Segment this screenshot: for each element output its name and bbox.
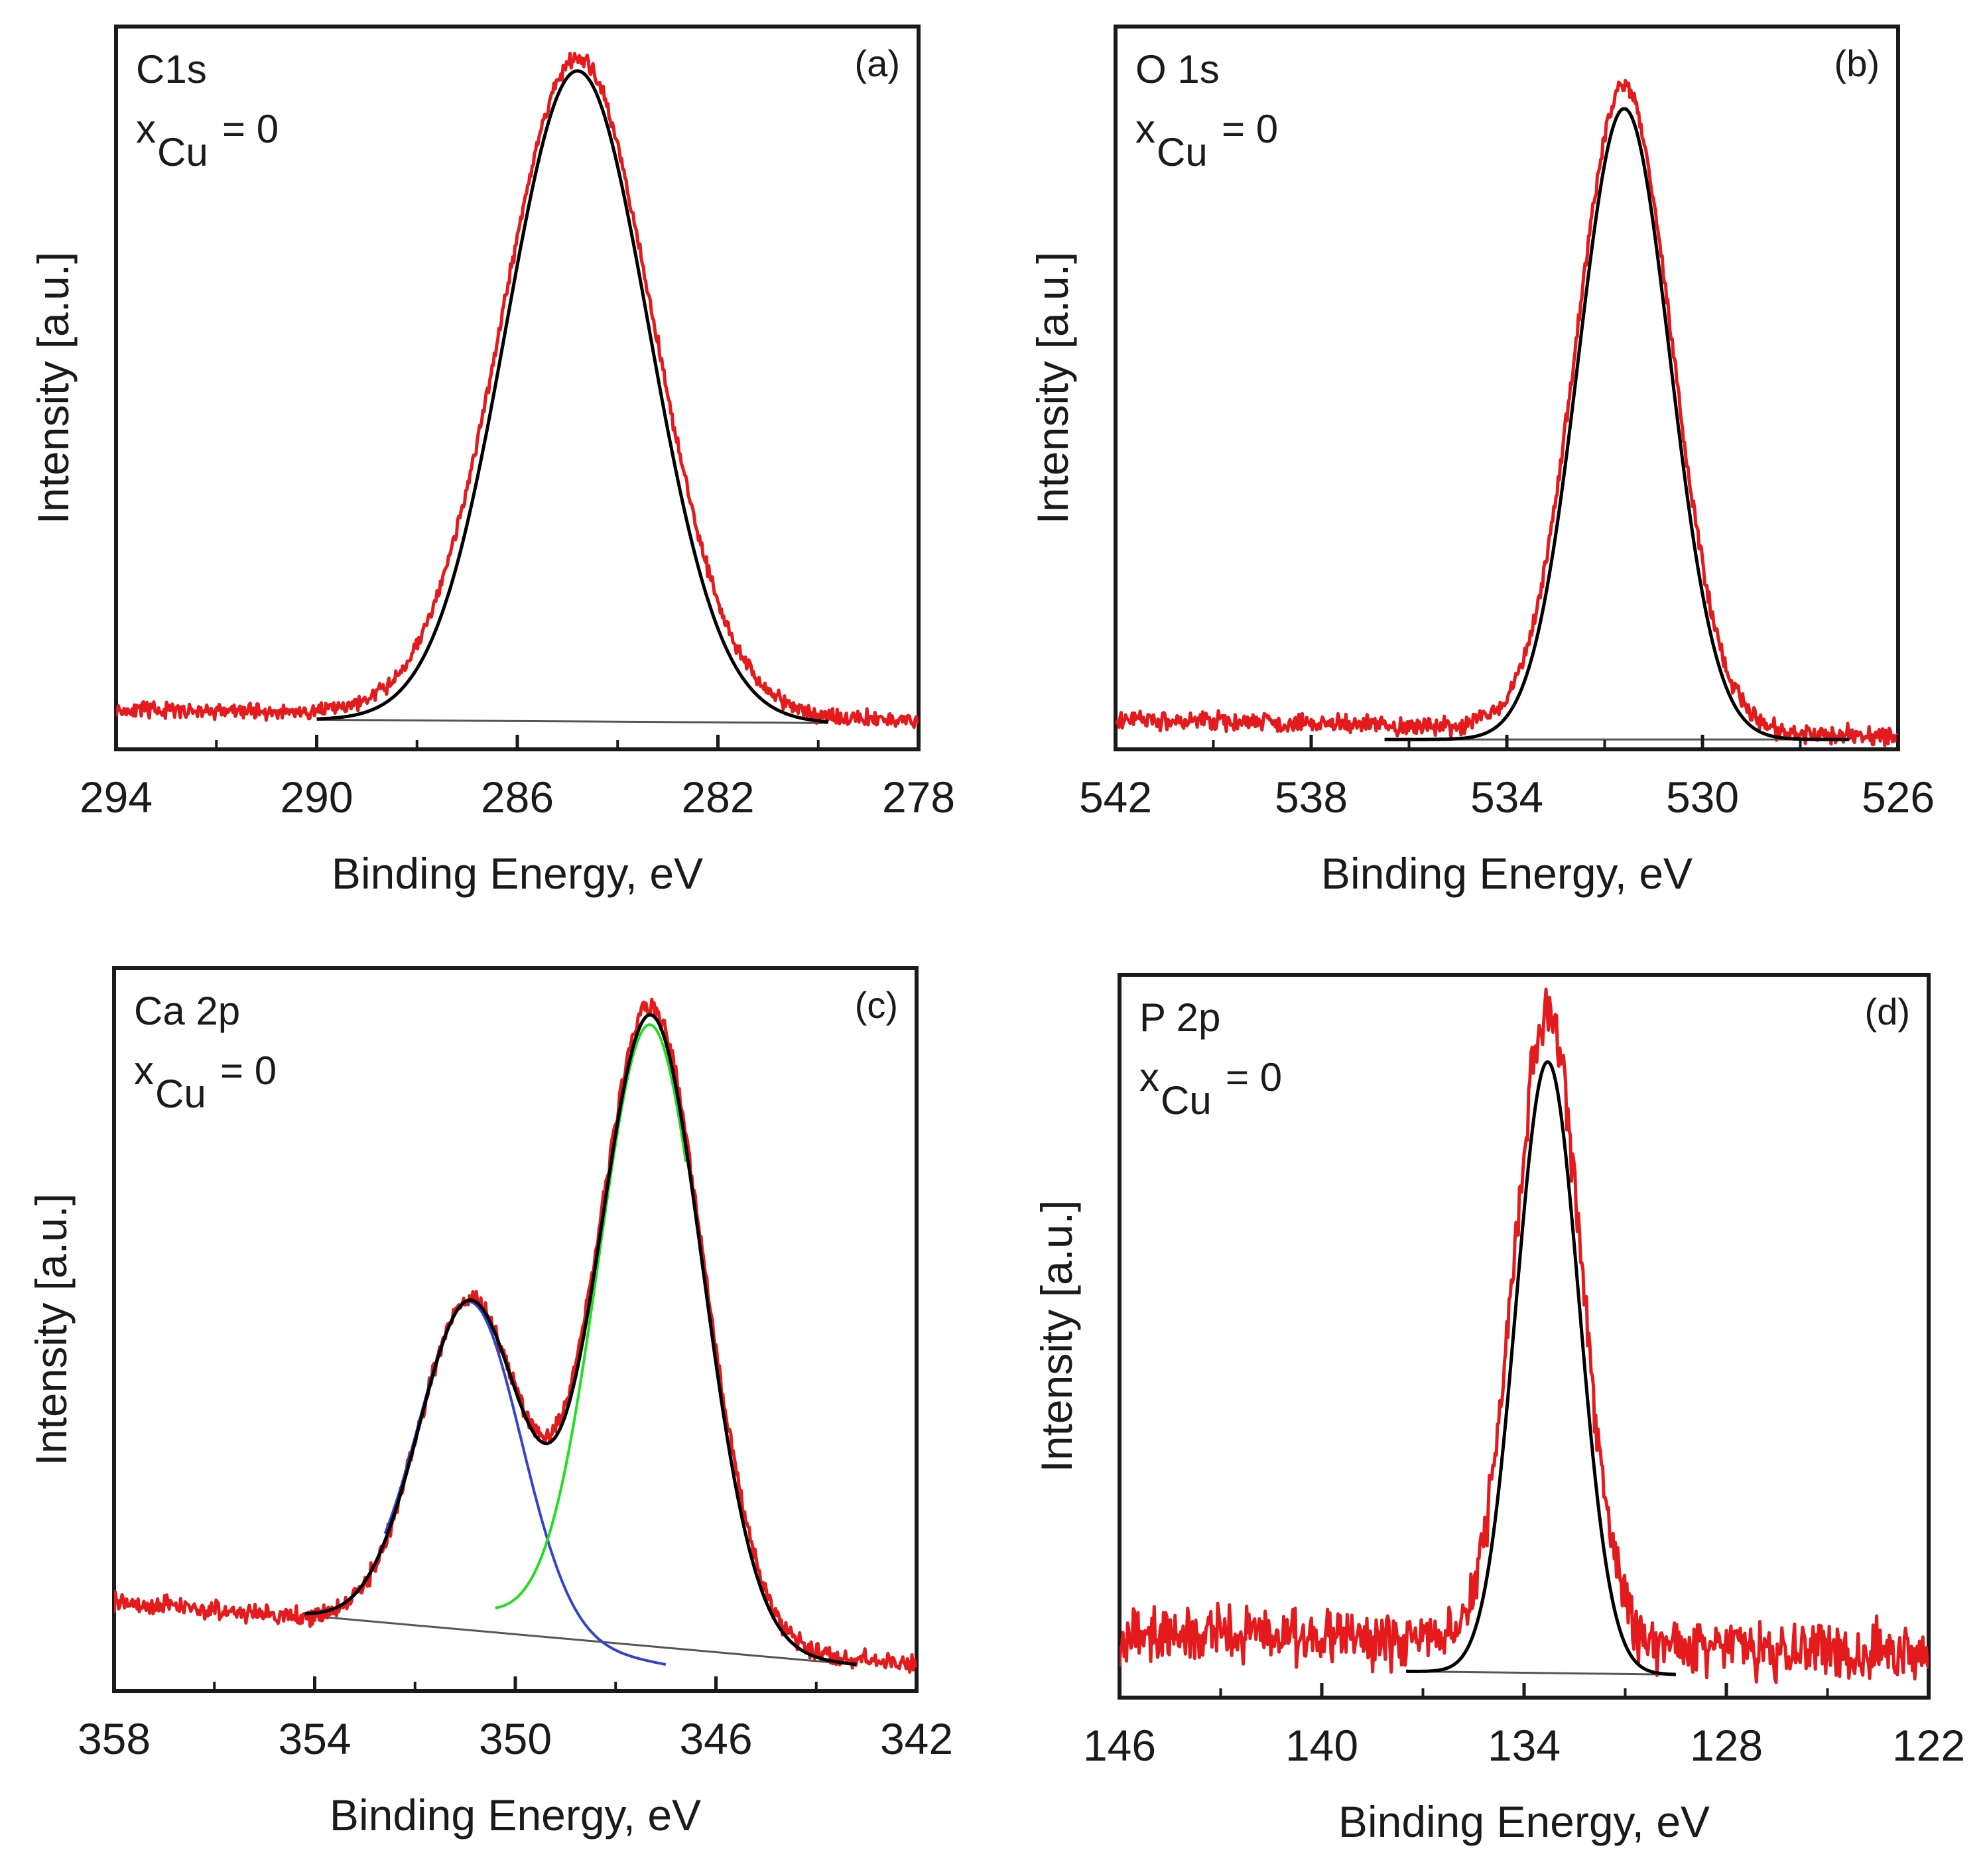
- panel-b: 542 538 534 530 526 Binding Energy, eV Intensi…: [1028, 25, 1935, 898]
- fit-series: [1405, 1060, 1677, 1676]
- y-axis-title: Intensity [a.u.]: [27, 1194, 76, 1466]
- spectrum-label: C1s: [136, 47, 207, 92]
- x-tick-label: 538: [1275, 773, 1348, 822]
- spectrum-label: O 1s: [1135, 47, 1220, 92]
- component-series: [383, 1300, 667, 1666]
- x-axis-title: Binding Energy, eV: [332, 849, 703, 898]
- background-line: [1406, 1670, 1676, 1676]
- composition-symbol: x: [134, 1048, 154, 1093]
- composition-symbol: x: [136, 107, 156, 151]
- component-series: [494, 1023, 688, 1609]
- plot-area: [116, 51, 919, 729]
- composition-symbol: x: [1135, 107, 1155, 151]
- x-tick-label: 122: [1892, 1721, 1965, 1770]
- fit-series: [1383, 107, 1850, 741]
- composition-label: xCu = 0: [136, 107, 279, 174]
- panel-d: 146 140 134 128 122 Binding Energy, eV Intensi…: [1032, 973, 1965, 1846]
- x-tick-label: 354: [278, 1714, 351, 1763]
- measured-series: [114, 997, 917, 1674]
- composition-label: xCu = 0: [134, 1048, 277, 1116]
- panel-c: 358 354 350 346 342 Binding Energy, eV Intensi…: [27, 966, 953, 1840]
- composition-value: = 0: [1226, 1055, 1282, 1099]
- x-tick-label: 350: [479, 1714, 552, 1763]
- background-line: [304, 1614, 857, 1666]
- panel-label: (a): [855, 42, 900, 84]
- fit-series: [304, 1013, 858, 1666]
- x-tick-label: 146: [1083, 1721, 1156, 1770]
- y-axis-title: Intensity [a.u.]: [1032, 1200, 1081, 1473]
- x-tick-label: 134: [1488, 1721, 1561, 1770]
- plot-area: [1120, 987, 1929, 1684]
- fit-series: [316, 69, 830, 723]
- panel-label: (b): [1834, 42, 1880, 84]
- composition-value: = 0: [222, 107, 279, 151]
- x-tick-label: 534: [1470, 773, 1543, 822]
- plot-area: [114, 997, 917, 1674]
- panel-label: (c): [855, 984, 898, 1026]
- composition-value: = 0: [220, 1048, 277, 1093]
- x-tick-label: 128: [1690, 1721, 1763, 1770]
- x-tick-label: 294: [80, 773, 153, 822]
- x-axis-title: Binding Energy, eV: [1321, 849, 1693, 898]
- x-tick-label: 282: [681, 773, 754, 822]
- x-tick-label: 530: [1666, 773, 1739, 822]
- x-tick-label: 526: [1862, 773, 1935, 822]
- composition-value: = 0: [1222, 107, 1278, 151]
- x-tick-label: 346: [679, 1714, 752, 1763]
- x-tick-label: 140: [1285, 1721, 1358, 1770]
- measured-series: [116, 51, 919, 729]
- spectrum-label: P 2p: [1139, 995, 1220, 1040]
- x-tick-label: 286: [481, 773, 554, 822]
- composition-subscript: Cu: [157, 130, 208, 174]
- x-tick-label: 542: [1079, 773, 1152, 822]
- measured-series: [1116, 78, 1898, 747]
- x-tick-label: 342: [880, 1714, 953, 1763]
- x-tick-label: 290: [280, 773, 353, 822]
- x-tick-label: 278: [882, 773, 955, 822]
- panel-a: 294 290 286 282 278 Binding Energy, eV Intensi…: [29, 25, 955, 898]
- composition-subscript: Cu: [1161, 1078, 1212, 1123]
- background-line: [316, 718, 828, 724]
- measured-series: [1120, 987, 1929, 1684]
- x-axis-title: Binding Energy, eV: [330, 1790, 701, 1840]
- panel-label: (d): [1865, 991, 1910, 1032]
- composition-symbol: x: [1139, 1055, 1159, 1099]
- y-axis-title: Intensity [a.u.]: [1028, 252, 1077, 525]
- x-tick-label: 358: [78, 1714, 151, 1763]
- x-axis-title: Binding Energy, eV: [1338, 1797, 1710, 1846]
- y-axis-title: Intensity [a.u.]: [29, 252, 78, 525]
- composition-subscript: Cu: [155, 1072, 206, 1116]
- spectrum-label: Ca 2p: [134, 989, 240, 1033]
- composition-subscript: Cu: [1157, 130, 1208, 174]
- plot-area: [1116, 78, 1898, 747]
- composition-label: xCu = 0: [1139, 1055, 1282, 1123]
- composition-label: xCu = 0: [1135, 107, 1278, 174]
